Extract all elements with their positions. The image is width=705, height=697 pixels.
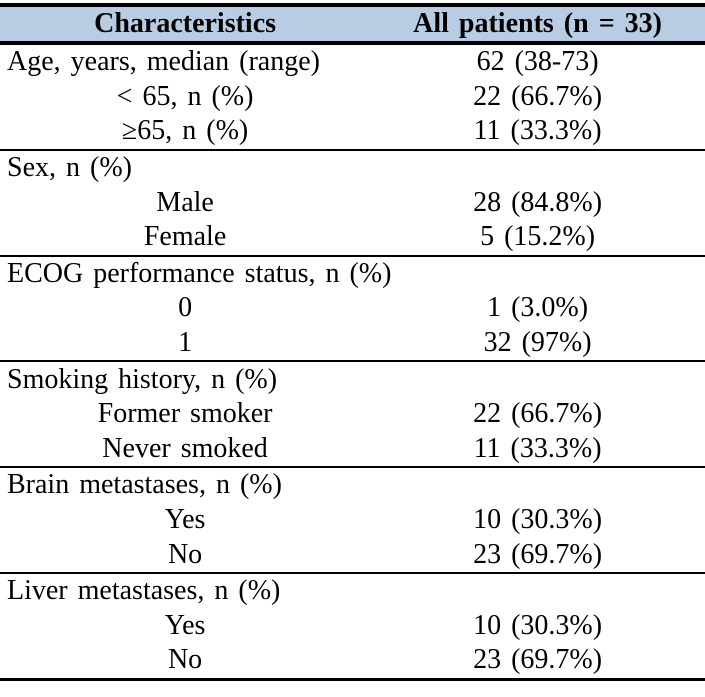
row-value: 11 (33.3%): [473, 115, 602, 147]
row-label: Brain metastases, n (%): [7, 469, 282, 501]
row-value: 22 (66.7%): [473, 80, 603, 112]
row-label: ECOG performance status, n (%): [7, 257, 392, 289]
row-label: Female: [143, 221, 227, 253]
table-section: ECOG performance status, n (%) 0 1 (3.0%…: [0, 254, 705, 361]
row-label: Male: [156, 186, 214, 218]
row-label: Yes: [164, 609, 206, 641]
row-value: 32 (97%): [483, 327, 592, 359]
table-row: Sex, n (%): [0, 151, 705, 186]
row-label: No: [167, 644, 203, 676]
table-row: ≥65, n (%) 11 (33.3%): [0, 114, 705, 149]
row-label: Age, years, median (range): [7, 46, 320, 78]
row-label: < 65, n (%): [116, 80, 254, 112]
table-row: 0 1 (3.0%): [0, 291, 705, 326]
table-row: Male 28 (84.8%): [0, 185, 705, 220]
row-label: ≥65, n (%): [121, 115, 249, 147]
row-value: 23 (69.7%): [473, 538, 603, 570]
column-header-characteristics: Characteristics: [94, 8, 277, 39]
row-label: Liver metastases, n (%): [7, 575, 281, 607]
row-label: 1: [178, 327, 193, 359]
row-label: Former smoker: [97, 398, 273, 430]
table-row: Former smoker 22 (66.7%): [0, 397, 705, 432]
table-row: Female 5 (15.2%): [0, 220, 705, 255]
table-row: 1 32 (97%): [0, 326, 705, 361]
row-value: 5 (15.2%): [480, 221, 596, 253]
table-row: Age, years, median (range) 62 (38-73): [0, 45, 705, 80]
row-value: 11 (33.3%): [473, 432, 602, 464]
row-label: No: [167, 538, 203, 570]
table-row: Yes 10 (30.3%): [0, 503, 705, 538]
table-row: No 23 (69.7%): [0, 537, 705, 572]
table-row: No 23 (69.7%): [0, 643, 705, 678]
table-row: Never smoked 11 (33.3%): [0, 432, 705, 467]
table-row: Smoking history, n (%): [0, 362, 705, 397]
table-row: Brain metastases, n (%): [0, 468, 705, 503]
table-row: Liver metastases, n (%): [0, 574, 705, 609]
table-section: Age, years, median (range) 62 (38-73) < …: [0, 45, 705, 149]
row-label: Smoking history, n (%): [7, 363, 278, 395]
row-value: 23 (69.7%): [473, 644, 603, 676]
row-label: 0: [178, 292, 193, 324]
table-row: ECOG performance status, n (%): [0, 257, 705, 292]
row-label: Yes: [164, 504, 206, 536]
table-row: Yes 10 (30.3%): [0, 609, 705, 644]
column-header-all-patients: All patients (n = 33): [413, 8, 662, 39]
table-row: < 65, n (%) 22 (66.7%): [0, 80, 705, 115]
row-value: 1 (3.0%): [487, 292, 589, 324]
table-body: Age, years, median (range) 62 (38-73) < …: [0, 45, 705, 678]
table-section: Brain metastases, n (%) Yes 10 (30.3%) N…: [0, 466, 705, 572]
characteristics-table: Characteristics All patients (n = 33) Ag…: [0, 3, 705, 681]
table-section: Smoking history, n (%) Former smoker 22 …: [0, 360, 705, 466]
table-header-row: Characteristics All patients (n = 33): [0, 7, 705, 45]
row-value: 62 (38-73): [476, 46, 599, 78]
table-section: Sex, n (%) Male 28 (84.8%) Female 5 (15.…: [0, 148, 705, 255]
row-value: 10 (30.3%): [473, 609, 603, 641]
row-label: Never smoked: [102, 432, 268, 464]
row-value: 28 (84.8%): [473, 186, 603, 218]
row-value: 22 (66.7%): [473, 398, 603, 430]
table-section: Liver metastases, n (%) Yes 10 (30.3%) N…: [0, 571, 705, 678]
row-label: Sex, n (%): [7, 152, 132, 184]
row-value: 10 (30.3%): [473, 504, 603, 536]
